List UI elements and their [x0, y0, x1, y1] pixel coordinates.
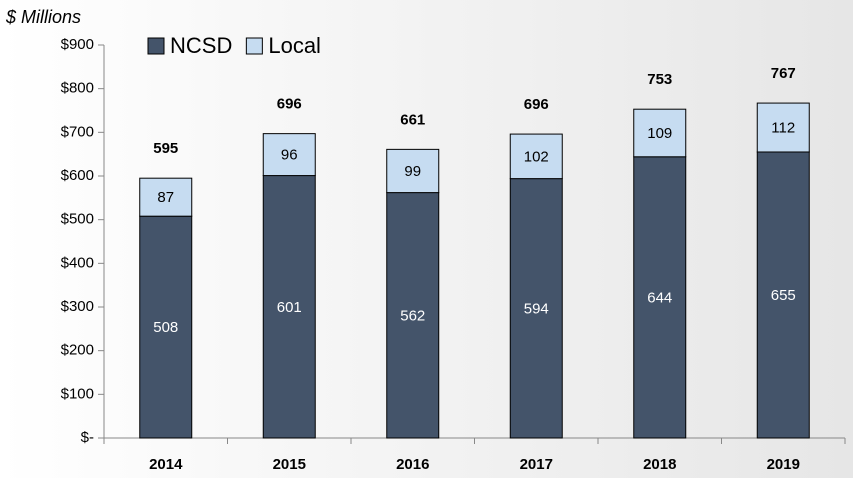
bar-segment	[262, 133, 316, 177]
y-tick-label: $300	[61, 298, 94, 315]
total-label: 595	[153, 140, 178, 157]
y-tick-label: $-	[81, 429, 94, 446]
value-label: 594	[524, 300, 549, 317]
legend-label: Local	[268, 33, 321, 58]
y-tick-label: $600	[61, 167, 94, 184]
value-label: 112	[771, 119, 795, 136]
value-label: 644	[647, 289, 672, 306]
value-label: 96	[281, 147, 298, 164]
x-tick-label: 2015	[273, 456, 306, 473]
x-tick-label: 2019	[767, 456, 800, 473]
bar-segment	[386, 192, 440, 439]
value-label: 102	[524, 148, 549, 165]
x-tick-label: 2014	[149, 456, 183, 473]
bar-segment	[262, 175, 316, 439]
value-label: 562	[400, 307, 425, 324]
y-tick-label: $900	[61, 36, 94, 53]
value-label: 99	[404, 163, 421, 180]
bar-segment	[756, 151, 810, 439]
x-tick-label: 2016	[396, 456, 429, 473]
legend-swatch	[245, 37, 263, 55]
legend-swatch	[147, 37, 165, 55]
bar-segment	[139, 177, 193, 217]
y-tick-label: $100	[61, 385, 94, 402]
bar-segment	[633, 108, 687, 158]
bar-segment	[386, 148, 440, 194]
value-label: 109	[647, 125, 672, 142]
value-label: 87	[157, 189, 174, 206]
bar-segment	[509, 133, 563, 180]
y-tick-label: $800	[61, 80, 94, 97]
legend-label: NCSD	[170, 33, 232, 58]
y-tick-label: $700	[61, 123, 94, 140]
bar-segment	[139, 215, 193, 439]
value-label: 508	[153, 319, 178, 336]
y-tick-label: $200	[61, 342, 94, 359]
value-label: 655	[771, 287, 796, 304]
total-label: 767	[771, 65, 796, 82]
y-axis-label: $ Millions	[5, 7, 81, 27]
total-label: 661	[400, 111, 425, 128]
value-label: 601	[277, 299, 302, 316]
y-tick-label: $500	[61, 211, 94, 228]
x-tick-label: 2017	[520, 456, 553, 473]
bar-segment	[756, 102, 810, 153]
bar-segment	[633, 156, 687, 439]
total-label: 696	[277, 96, 302, 113]
y-tick-label: $400	[61, 254, 94, 271]
total-label: 753	[647, 71, 672, 88]
total-label: 696	[524, 96, 549, 113]
x-tick-label: 2018	[643, 456, 676, 473]
bar-segment	[509, 178, 563, 439]
